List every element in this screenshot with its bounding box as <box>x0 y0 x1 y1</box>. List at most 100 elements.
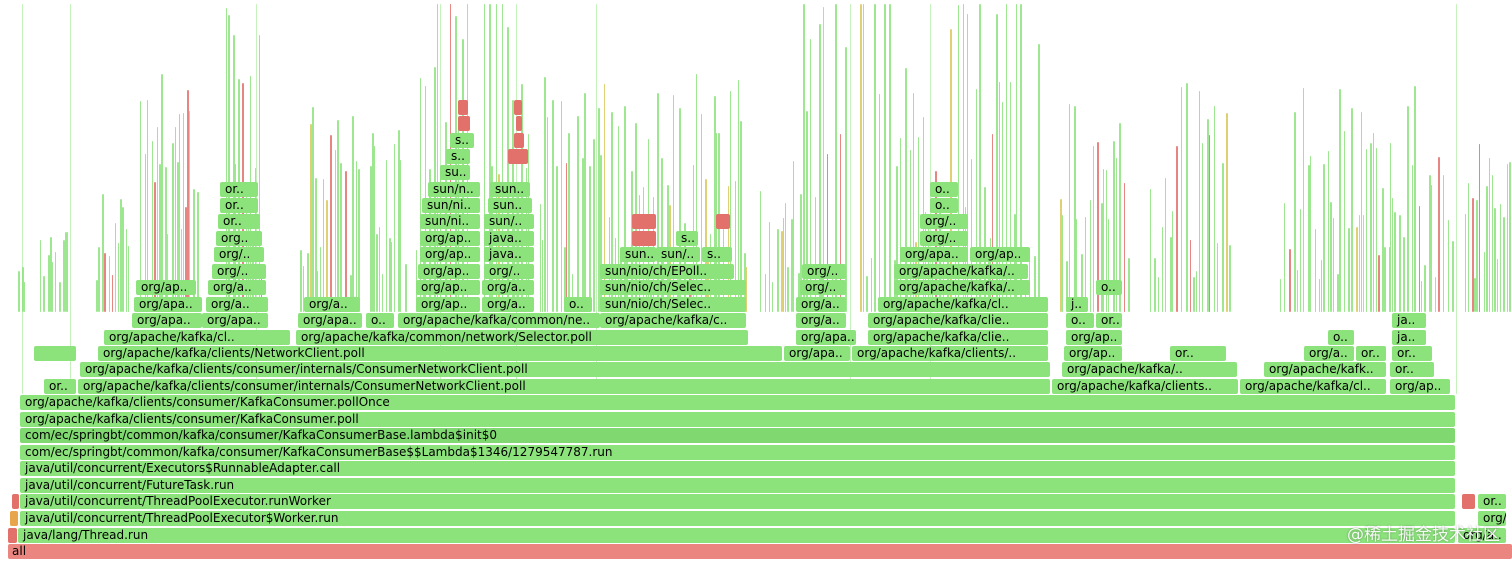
flame-spike[interactable] <box>879 94 880 312</box>
flame-spike[interactable] <box>320 247 321 312</box>
flame-spike[interactable] <box>1438 157 1440 312</box>
flame-spike[interactable] <box>1472 198 1474 312</box>
frame-sun-n-aq[interactable]: sun/n.. <box>428 182 480 197</box>
frame-common-ne[interactable]: org/apache/kafka/common/ne.. <box>398 313 600 328</box>
frame-o-i[interactable]: o.. <box>564 297 592 312</box>
flame-spike[interactable] <box>1076 219 1077 312</box>
flame-spike[interactable] <box>1468 183 1469 312</box>
frame-ja-r2[interactable]: ja.. <box>1392 330 1426 345</box>
flame-spike[interactable] <box>382 274 383 312</box>
flame-spike[interactable] <box>118 243 119 312</box>
flame-spike[interactable] <box>963 4 964 312</box>
flame-spike[interactable] <box>379 227 380 312</box>
frame-org-a-e[interactable]: org/a.. <box>206 297 268 312</box>
flame-spike[interactable] <box>165 167 167 312</box>
flame-spike[interactable] <box>1351 108 1353 312</box>
flame-spike[interactable] <box>1465 214 1466 312</box>
flame-spike[interactable] <box>22 4 23 394</box>
flame-spike[interactable] <box>43 276 45 312</box>
frame-or-r3[interactable]: or.. <box>1356 346 1386 361</box>
frame-o-r3[interactable]: o.. <box>1066 313 1094 328</box>
frame-thread-run[interactable]: java/lang/Thread.run <box>18 528 1455 543</box>
flame-spike[interactable] <box>835 4 837 312</box>
frame-org-ap-aa[interactable]: org/ap.. <box>420 231 480 246</box>
frame-org-slash-q[interactable]: org/.. <box>802 264 846 279</box>
frame-lambda-init[interactable]: com/ec/springbt/common/kafka/consumer/Ka… <box>20 428 1455 443</box>
flame-spike[interactable] <box>172 143 174 312</box>
flame-spike[interactable] <box>783 218 784 312</box>
flame-spike[interactable] <box>967 14 968 312</box>
flame-spike[interactable] <box>650 281 652 312</box>
flame-spike[interactable] <box>1113 141 1115 312</box>
flame-spike[interactable] <box>1060 199 1062 312</box>
flame-spike[interactable] <box>714 96 716 312</box>
flame-spike[interactable] <box>971 159 972 312</box>
frame-sun-an[interactable]: sun.. <box>488 198 532 213</box>
flame-spike[interactable] <box>819 24 821 312</box>
frame-sun-w[interactable]: sun.. <box>620 247 656 262</box>
flame-spike[interactable] <box>330 135 332 312</box>
flame-spike[interactable] <box>696 74 697 312</box>
flame-spike[interactable] <box>798 273 800 312</box>
flame-spike[interactable] <box>1333 218 1334 312</box>
flame-spike[interactable] <box>391 242 392 312</box>
flame-spike[interactable] <box>596 4 597 394</box>
flame-spike[interactable] <box>1154 258 1156 312</box>
flame-spike[interactable] <box>1328 151 1329 312</box>
frame-or-r5[interactable]: or.. <box>1096 313 1122 328</box>
frame-or-right-2[interactable]: or.. <box>1390 362 1434 377</box>
flame-spike[interactable] <box>810 39 811 312</box>
frame-sun-ni-ag[interactable]: sun/ni.. <box>420 214 480 229</box>
frame-org-ap-o[interactable]: org/ap.. <box>418 264 480 279</box>
flame-spike[interactable] <box>303 266 304 312</box>
frame-org-slash-n[interactable]: org/.. <box>212 264 266 279</box>
frame-org-apa-d[interactable]: org/apa.. <box>134 297 202 312</box>
flame-spike[interactable] <box>1150 189 1151 312</box>
flame-spike[interactable] <box>781 231 783 312</box>
flame-spike[interactable] <box>1280 279 1281 312</box>
flame-spike[interactable] <box>572 274 573 312</box>
flame-spike[interactable] <box>1344 131 1345 312</box>
flame-spike[interactable] <box>657 93 659 312</box>
flame-spike[interactable] <box>389 238 391 312</box>
flame-spike[interactable] <box>1389 247 1390 312</box>
flame-spike[interactable] <box>746 267 747 312</box>
frame-cnc-poll-1[interactable]: org/apache/kafka/clients/consumer/intern… <box>78 379 1050 394</box>
flame-spike[interactable] <box>400 160 401 312</box>
flame-spike[interactable] <box>109 256 110 312</box>
flame-spike[interactable] <box>958 5 959 312</box>
frame-or-ap[interactable]: or.. <box>220 182 258 197</box>
frame-red-ba[interactable] <box>458 100 468 115</box>
flame-spike[interactable] <box>189 111 190 312</box>
frame-o-as[interactable]: o.. <box>930 182 958 197</box>
frame-org-slash-ai[interactable]: org/.. <box>920 214 968 229</box>
flame-spike[interactable] <box>827 154 828 312</box>
flame-spike[interactable] <box>1356 227 1358 312</box>
flame-spike[interactable] <box>1229 245 1231 312</box>
flame-spike[interactable] <box>405 264 407 312</box>
flame-spike[interactable] <box>48 255 50 312</box>
flame-spike[interactable] <box>673 95 674 312</box>
flame-spike[interactable] <box>999 82 1000 312</box>
flame-spike[interactable] <box>803 4 805 312</box>
flame-spike[interactable] <box>22 267 24 312</box>
flame-spike[interactable] <box>1199 91 1200 312</box>
flame-spike[interactable] <box>593 139 595 312</box>
frame-right-org-apache[interactable]: org/apache/kafka/.. <box>1062 362 1237 377</box>
flame-spike[interactable] <box>1494 208 1496 312</box>
flame-spike[interactable] <box>185 207 187 312</box>
frame-red-ay[interactable] <box>458 116 470 131</box>
flame-spike[interactable] <box>701 114 702 312</box>
flame-spike[interactable] <box>540 204 541 312</box>
flame-spike[interactable] <box>604 84 605 312</box>
flame-spike[interactable] <box>376 234 378 312</box>
frame-org-ap-l[interactable]: org/ap.. <box>416 280 480 295</box>
frame-org-apa-c[interactable]: org/apa.. <box>298 313 362 328</box>
frame-worker-run[interactable]: java/util/concurrent/ThreadPoolExecutor$… <box>20 511 1455 526</box>
flame-spike[interactable] <box>1006 4 1007 312</box>
frame-red-aj[interactable] <box>632 214 656 229</box>
frame-o-r4[interactable]: o.. <box>1096 280 1122 295</box>
flame-spike[interactable] <box>730 91 731 312</box>
flame-spike[interactable] <box>350 275 352 312</box>
flame-spike[interactable] <box>866 276 868 312</box>
